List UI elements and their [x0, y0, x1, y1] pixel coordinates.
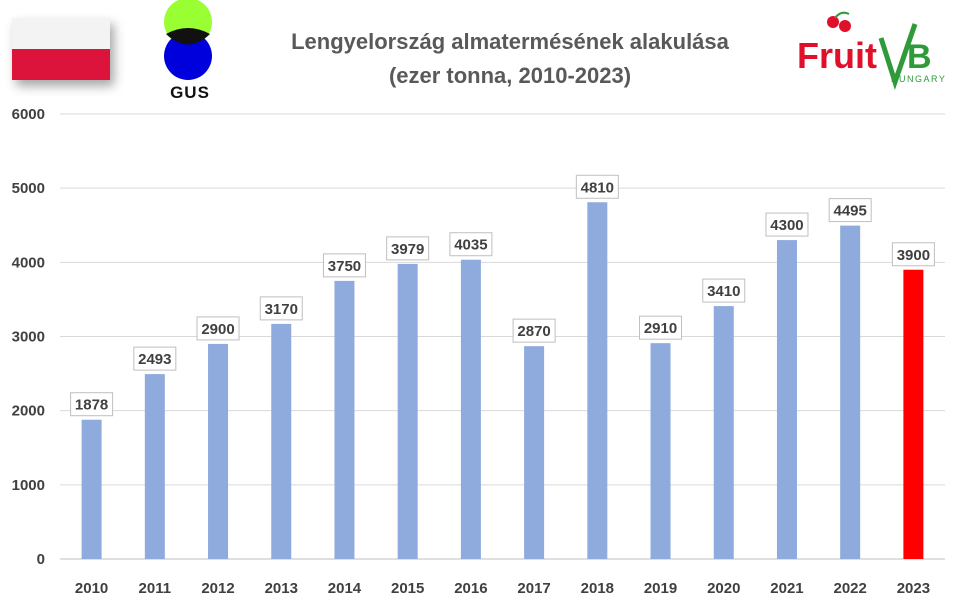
data-label: 4495	[833, 203, 866, 220]
gus-logo-icon	[164, 0, 212, 80]
data-label-box	[133, 346, 177, 371]
x-tick-label: 2011	[139, 580, 172, 597]
poland-flag-icon	[12, 18, 110, 80]
data-label: 2910	[644, 320, 677, 337]
svg-text:HUNGARY: HUNGARY	[891, 74, 945, 84]
data-label-box	[196, 316, 240, 341]
data-label-box	[575, 174, 619, 199]
y-tick-label: 5000	[12, 180, 45, 197]
x-tick-label: 2010	[75, 580, 108, 597]
x-tick-label: 2021	[770, 580, 803, 597]
fruitveb-logo-icon: Fruit B HUNGARY	[797, 11, 945, 90]
x-tick-label: 2017	[517, 580, 550, 597]
chart-title-line1: Lengyelország almatermésének alakulása	[291, 29, 729, 54]
x-tick-label: 2023	[897, 580, 930, 597]
y-tick-label: 4000	[12, 254, 45, 271]
data-label-box	[449, 232, 493, 257]
data-label: 2493	[138, 351, 171, 368]
x-tick-label: 2012	[201, 580, 234, 597]
x-tick-label: 2022	[833, 580, 866, 597]
y-tick-label: 1000	[12, 477, 45, 494]
x-tick-label: 2018	[581, 580, 614, 597]
data-label-box	[512, 318, 556, 343]
data-label-box	[259, 296, 303, 321]
y-tick-label: 0	[37, 551, 45, 568]
data-label: 3750	[328, 258, 361, 275]
bar	[460, 259, 481, 559]
bar	[208, 343, 229, 559]
y-tick-label: 6000	[12, 106, 45, 123]
bar	[524, 346, 545, 559]
x-tick-label: 2019	[644, 580, 677, 597]
bar	[776, 240, 797, 560]
svg-text:Fruit: Fruit	[797, 35, 877, 76]
bar	[650, 343, 671, 559]
data-label: 3170	[265, 301, 298, 318]
bar	[271, 323, 292, 559]
bar	[334, 280, 355, 559]
data-label-box	[828, 198, 872, 223]
chart-title-line2: (ezer tonna, 2010-2023)	[388, 63, 632, 88]
bar	[713, 306, 734, 559]
x-tick-label: 2013	[265, 580, 298, 597]
data-label: 2900	[201, 321, 234, 338]
data-label: 4035	[454, 237, 487, 254]
bar	[840, 225, 861, 559]
data-label-box	[322, 253, 366, 278]
data-label: 4300	[770, 217, 803, 234]
data-label-box	[891, 242, 935, 267]
x-tick-label: 2014	[328, 580, 362, 597]
bar	[903, 269, 924, 559]
svg-text:B: B	[907, 38, 932, 76]
x-tick-label: 2015	[391, 580, 424, 597]
bar	[144, 374, 165, 559]
data-label-box	[70, 392, 114, 417]
gus-logo-text: GUS	[170, 83, 210, 102]
data-label: 4810	[581, 179, 614, 196]
data-label: 1878	[75, 397, 108, 414]
data-label-box	[702, 278, 746, 303]
data-label-box	[386, 236, 430, 261]
x-tick-label: 2020	[707, 580, 740, 597]
x-tick-label: 2016	[454, 580, 487, 597]
y-tick-label: 2000	[12, 403, 45, 420]
data-label: 2870	[517, 323, 550, 340]
y-tick-label: 3000	[12, 329, 45, 346]
bar	[587, 202, 608, 559]
data-label: 3979	[391, 241, 424, 258]
bar	[397, 263, 418, 559]
data-label-box	[765, 212, 809, 237]
bar	[81, 419, 102, 559]
data-label: 3410	[707, 283, 740, 300]
data-label-box	[639, 315, 683, 340]
data-label: 3900	[897, 247, 930, 264]
